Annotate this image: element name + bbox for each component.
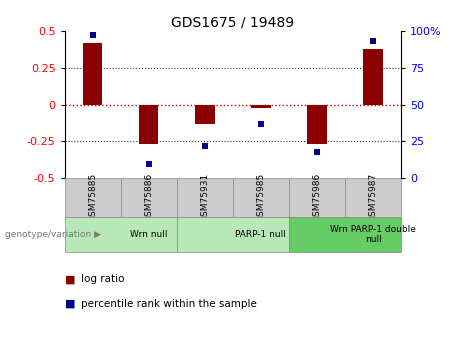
Text: GSM75985: GSM75985 bbox=[256, 173, 266, 223]
Text: Wrn PARP-1 double
null: Wrn PARP-1 double null bbox=[330, 225, 416, 244]
Bar bbox=[251, 105, 271, 108]
Bar bbox=[65, 217, 177, 252]
Text: genotype/variation ▶: genotype/variation ▶ bbox=[5, 230, 100, 239]
Bar bbox=[289, 178, 345, 217]
Bar bbox=[363, 49, 383, 105]
Text: GSM75931: GSM75931 bbox=[200, 173, 209, 223]
Bar bbox=[233, 178, 289, 217]
Bar bbox=[121, 178, 177, 217]
Text: GSM75885: GSM75885 bbox=[88, 173, 97, 223]
Bar bbox=[289, 217, 401, 252]
Text: ■: ■ bbox=[65, 299, 75, 308]
Text: PARP-1 null: PARP-1 null bbox=[236, 230, 286, 239]
Text: percentile rank within the sample: percentile rank within the sample bbox=[81, 299, 257, 308]
Bar bbox=[177, 178, 233, 217]
Bar bbox=[345, 178, 401, 217]
Text: GSM75986: GSM75986 bbox=[313, 173, 321, 223]
Bar bbox=[139, 105, 159, 145]
Text: GSM75987: GSM75987 bbox=[368, 173, 378, 223]
Text: GSM75886: GSM75886 bbox=[144, 173, 153, 223]
Bar bbox=[177, 217, 289, 252]
Bar bbox=[65, 178, 121, 217]
Text: log ratio: log ratio bbox=[81, 275, 124, 284]
Text: Wrn null: Wrn null bbox=[130, 230, 167, 239]
Bar bbox=[195, 105, 214, 124]
Bar bbox=[83, 43, 102, 105]
Title: GDS1675 / 19489: GDS1675 / 19489 bbox=[171, 16, 295, 30]
Text: ■: ■ bbox=[65, 275, 75, 284]
Bar bbox=[307, 105, 327, 145]
